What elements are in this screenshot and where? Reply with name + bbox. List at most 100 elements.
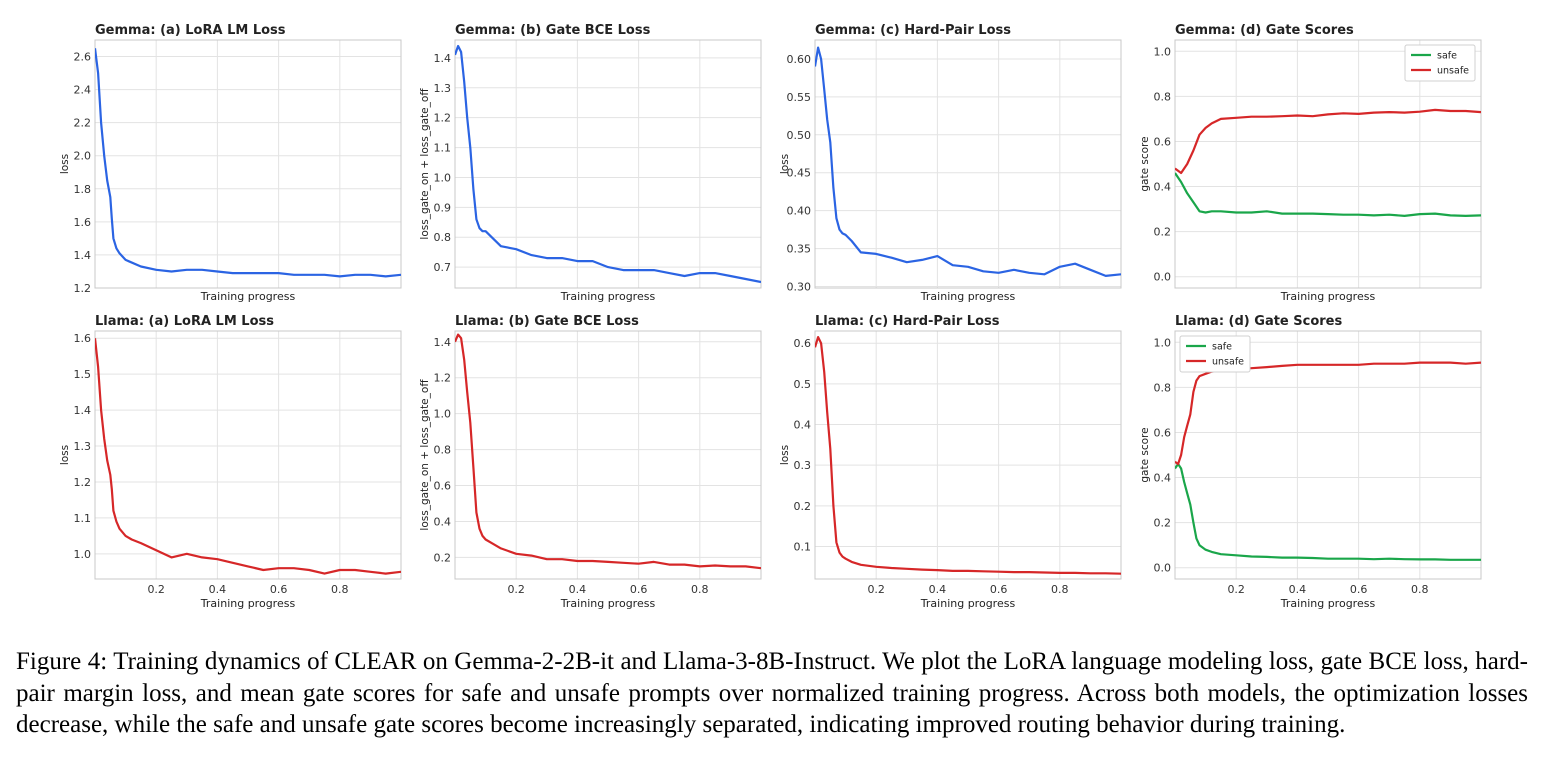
y-tick-label: 0.2 <box>1154 517 1172 530</box>
y-tick-label: 1.3 <box>434 82 452 95</box>
chart-panel: 0.0 0.2 0.4 0.6 0.8 1.0 Training progress gate … <box>1139 23 1482 303</box>
y-tick-label: 0.0 <box>1154 562 1172 575</box>
x-tick-label: 0.4 <box>209 583 227 596</box>
plot-frame <box>454 39 762 289</box>
y-tick-label: 0.2 <box>434 551 452 564</box>
plot-frame <box>814 39 1122 289</box>
y-tick-label: 0.6 <box>794 337 812 350</box>
x-tick-label: 0.4 <box>569 583 587 596</box>
chart-title: Llama: (c) Hard-Pair Loss <box>815 314 1000 329</box>
legend-label-unsafe: unsafe <box>1212 357 1244 368</box>
plot-frame <box>1174 39 1482 289</box>
y-tick-label: 2.0 <box>74 150 92 163</box>
y-tick-label: 2.2 <box>74 117 92 130</box>
x-axis-label: Training progress <box>1280 597 1376 610</box>
y-tick-label: 1.0 <box>1154 336 1172 349</box>
series-line-unsafe <box>1175 361 1481 466</box>
y-tick-label: 1.2 <box>434 372 452 385</box>
chart-title: Llama: (a) LoRA LM Loss <box>95 314 274 329</box>
x-tick-label: 0.2 <box>1227 583 1245 596</box>
y-axis-label: gate score <box>1139 136 1151 191</box>
y-tick-label: 2.4 <box>74 84 92 97</box>
x-axis-label: Training progress <box>920 597 1016 610</box>
y-axis-label: loss <box>779 445 791 465</box>
y-tick-label: 0.8 <box>1154 381 1172 394</box>
y-tick-label: 0.7 <box>434 261 452 274</box>
series-line-blue <box>455 44 761 284</box>
y-tick-label: 1.0 <box>434 171 452 184</box>
y-tick-label: 0.2 <box>794 500 812 513</box>
y-tick-label: 1.2 <box>434 112 452 125</box>
y-tick-label: 0.60 <box>787 53 812 66</box>
y-tick-label: 0.55 <box>787 91 812 104</box>
legend-label-safe: safe <box>1212 342 1232 353</box>
y-tick-label: 1.0 <box>1154 45 1172 58</box>
y-tick-label: 1.4 <box>74 404 92 417</box>
plot-frame <box>1174 330 1482 580</box>
x-axis-label: Training progress <box>560 597 656 610</box>
series-line-red <box>95 338 401 575</box>
y-tick-label: 0.6 <box>434 480 452 493</box>
legend: safe unsafe <box>1179 335 1251 373</box>
y-axis-label: loss <box>59 445 71 465</box>
y-tick-label: 1.2 <box>74 476 92 489</box>
y-tick-label: 1.4 <box>434 52 452 65</box>
x-tick-label: 0.8 <box>691 583 709 596</box>
y-tick-label: 0.9 <box>434 201 452 214</box>
x-axis-label: Training progress <box>560 290 656 303</box>
y-tick-label: 0.4 <box>434 515 452 528</box>
y-tick-label: 0.0 <box>1154 271 1172 284</box>
y-axis-label: loss_gate_on + loss_gate_off <box>419 379 431 531</box>
chart-title: Llama: (d) Gate Scores <box>1175 314 1342 329</box>
x-axis-label: Training progress <box>200 597 296 610</box>
chart-panel: 0.0 0.2 0.4 0.6 0.8 1.0 0.2 0.4 0.6 0.8 Training p… <box>1139 314 1482 610</box>
x-tick-label: 0.2 <box>507 583 525 596</box>
x-tick-label: 0.2 <box>147 583 165 596</box>
x-axis-label: Training progress <box>200 290 296 303</box>
series-line-blue <box>815 46 1121 277</box>
y-tick-label: 1.6 <box>74 332 92 345</box>
y-tick-label: 0.8 <box>434 231 452 244</box>
x-tick-label: 0.4 <box>1289 583 1307 596</box>
series-line-red <box>455 333 761 570</box>
y-axis-label: loss <box>59 154 71 174</box>
x-tick-label: 0.6 <box>630 583 648 596</box>
chart-title: Gemma: (d) Gate Scores <box>1175 23 1354 38</box>
y-tick-label: 0.2 <box>1154 226 1172 239</box>
series-line-safe <box>1175 462 1481 561</box>
series-line-safe <box>1175 172 1481 217</box>
chart-title: Llama: (b) Gate BCE Loss <box>455 314 639 329</box>
legend-label-safe: safe <box>1437 51 1457 62</box>
plot-frame <box>454 330 762 580</box>
y-tick-label: 1.0 <box>74 548 92 561</box>
y-tick-label: 1.5 <box>74 368 92 381</box>
chart-panel: 0.1 0.2 0.3 0.4 0.5 0.6 0.2 0.4 0.6 0.8 Training p… <box>779 314 1122 610</box>
y-tick-label: 0.6 <box>1154 426 1172 439</box>
chart-title: Gemma: (b) Gate BCE Loss <box>455 23 651 38</box>
x-tick-label: 0.2 <box>867 583 885 596</box>
x-tick-label: 0.6 <box>270 583 288 596</box>
y-tick-label: 0.3 <box>794 459 812 472</box>
y-tick-label: 0.50 <box>787 129 812 142</box>
chart-panel: 0.30 0.35 0.40 0.45 0.50 0.55 0.60 Training pro… <box>779 23 1122 303</box>
plot-frame <box>94 330 402 580</box>
legend-label-unsafe: unsafe <box>1437 66 1469 77</box>
x-tick-label: 0.6 <box>1350 583 1368 596</box>
y-tick-label: 1.4 <box>434 336 452 349</box>
y-tick-label: 1.3 <box>74 440 92 453</box>
series-line-red <box>815 336 1121 575</box>
series-line-blue <box>95 48 401 278</box>
y-tick-label: 1.1 <box>74 512 92 525</box>
legend: safe unsafe <box>1404 44 1476 82</box>
y-tick-label: 0.8 <box>1154 90 1172 103</box>
x-tick-label: 0.6 <box>990 583 1008 596</box>
chart-title: Gemma: (c) Hard-Pair Loss <box>815 23 1011 38</box>
y-tick-label: 0.4 <box>1154 181 1172 194</box>
y-tick-label: 2.6 <box>74 51 92 64</box>
chart-panel: 1.2 1.4 1.6 1.8 2.0 2.2 2.4 2.6 Training progres… <box>59 23 402 303</box>
x-tick-label: 0.8 <box>1051 583 1069 596</box>
x-tick-label: 0.4 <box>929 583 947 596</box>
y-axis-label: loss <box>779 154 791 174</box>
y-tick-label: 0.40 <box>787 205 812 218</box>
